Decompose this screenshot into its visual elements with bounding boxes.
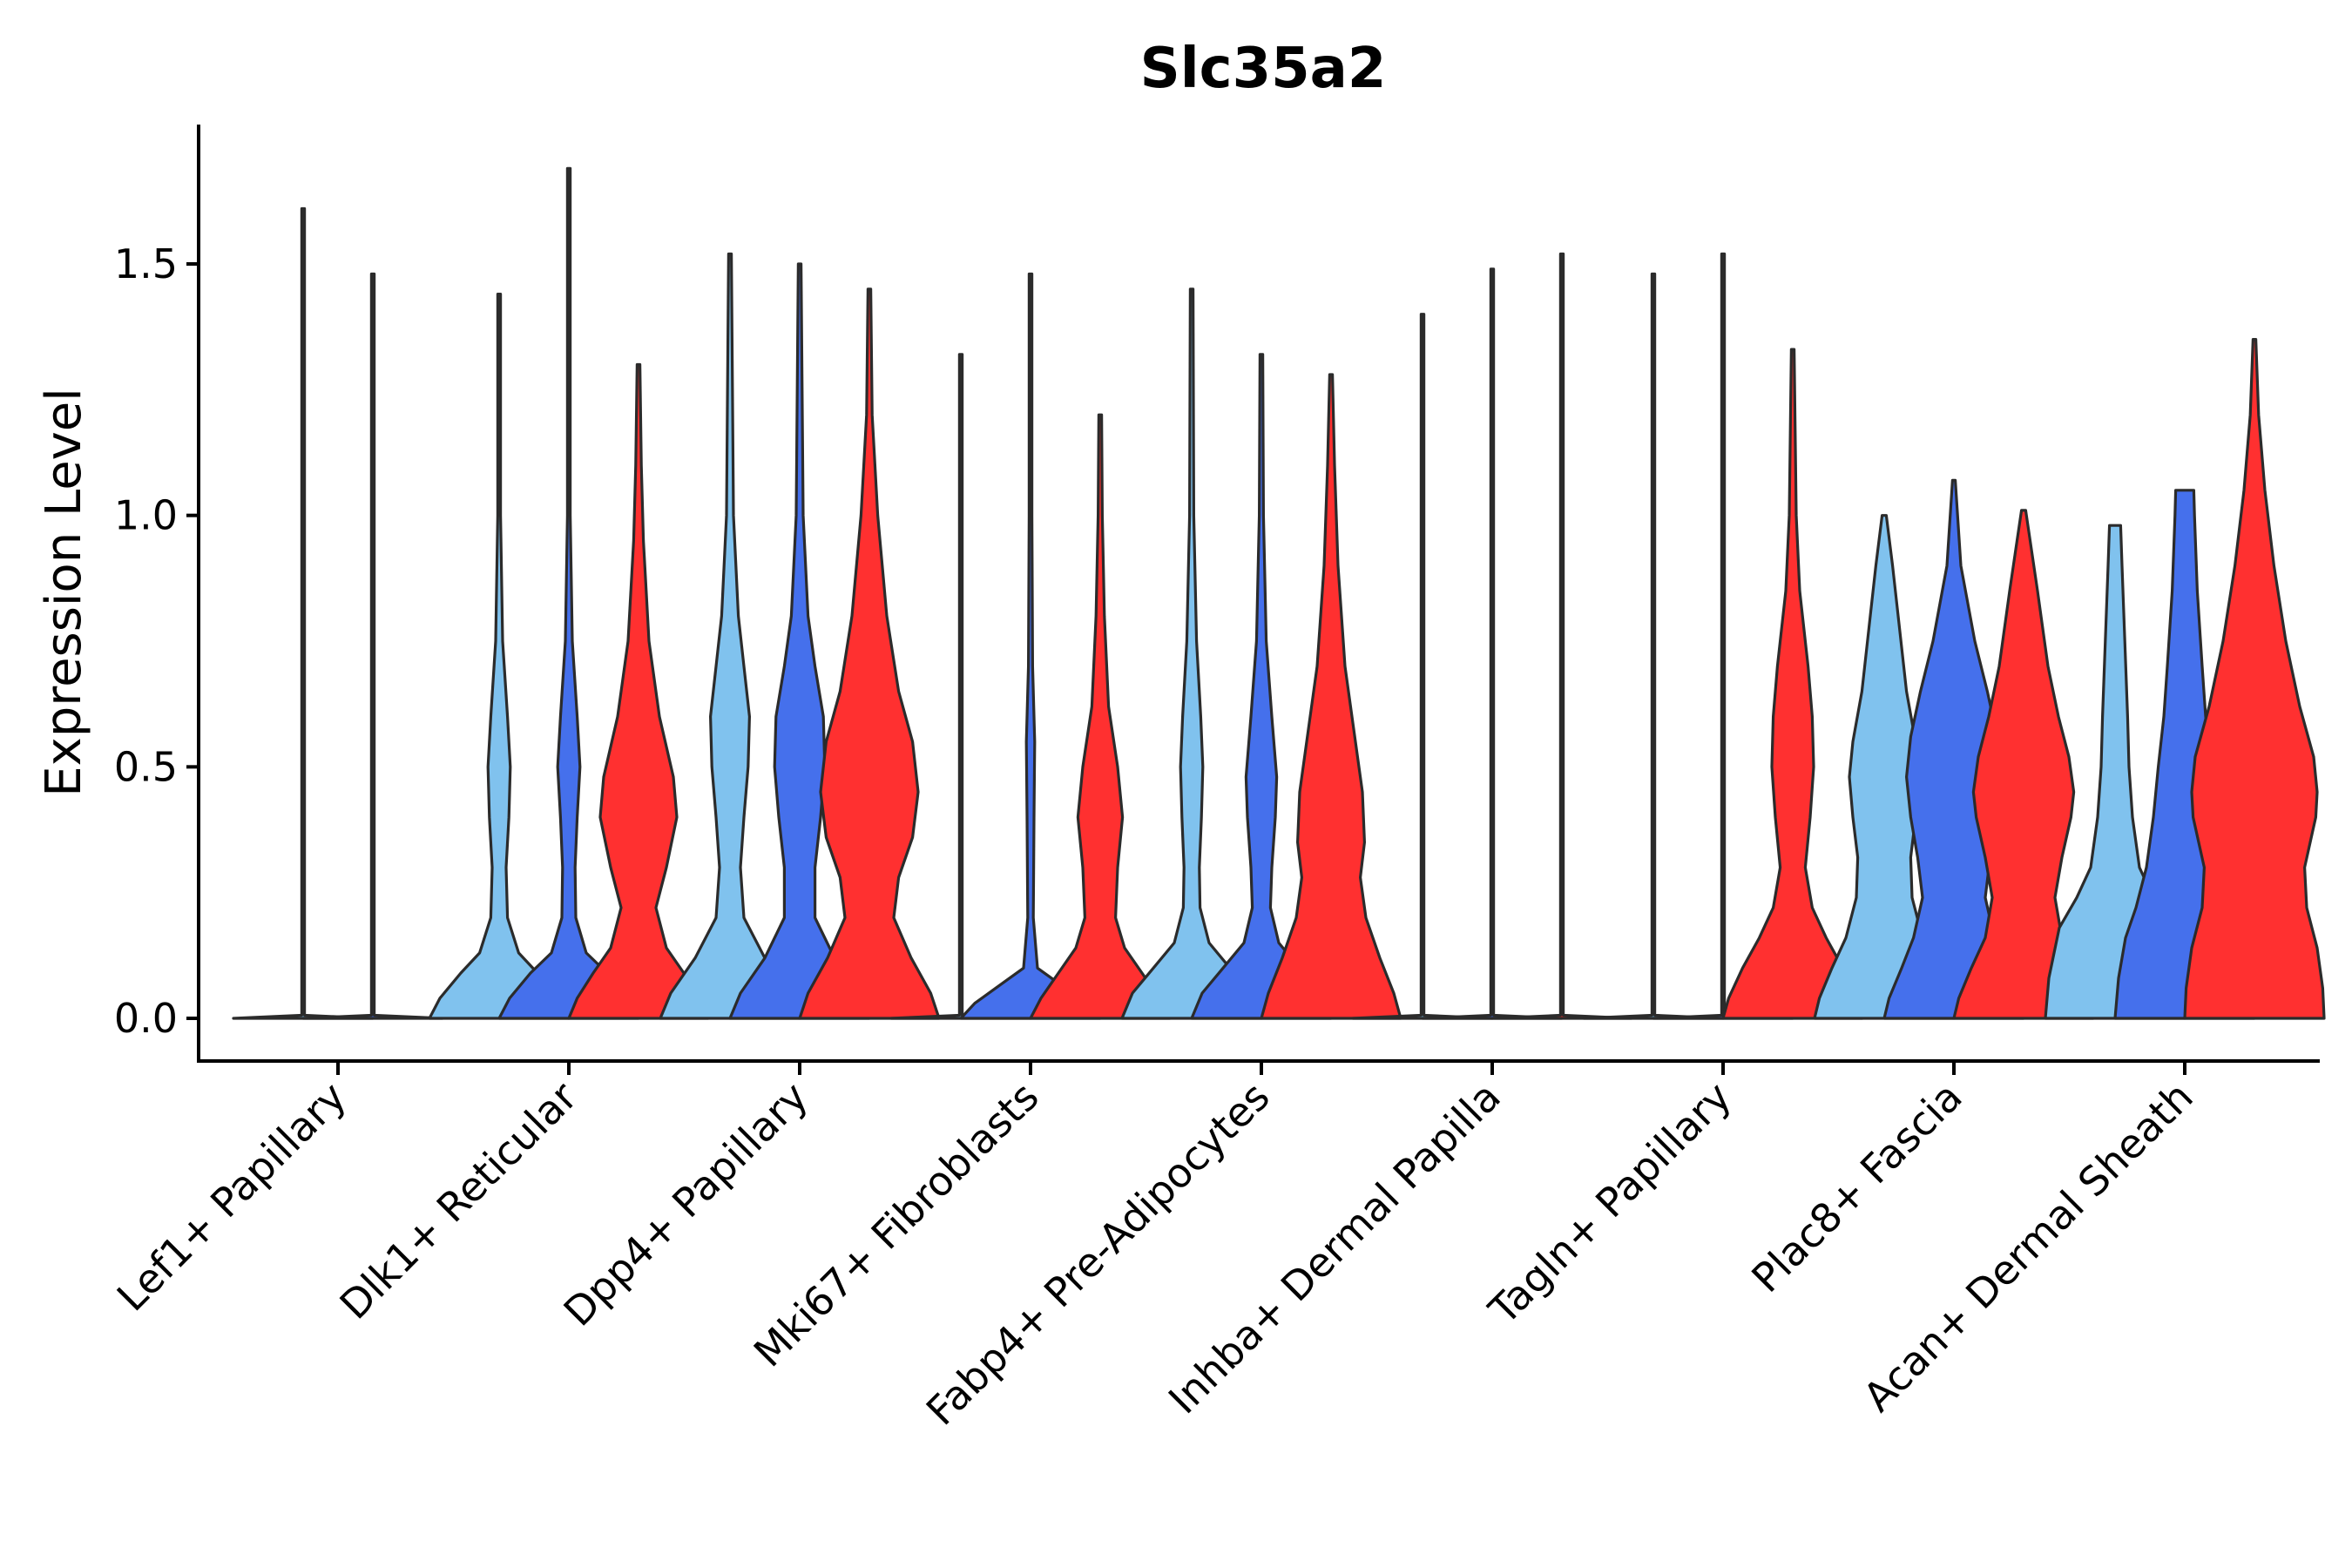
violin-3 — [1490, 252, 1633, 1020]
x-tick-label: Lef1+ Papillary — [108, 1073, 355, 1321]
violin-2 — [1882, 478, 2025, 1020]
violin-1 — [659, 252, 801, 1020]
violin-1 — [428, 293, 571, 1020]
x-tick-label: Tagln+ Papillary — [1479, 1073, 1740, 1335]
violin-2 — [301, 272, 444, 1020]
violin-1 — [889, 353, 1032, 1020]
y-tick-label: 1.5 — [114, 240, 178, 287]
violin-2 — [728, 262, 871, 1020]
y-axis-label: Expression Level — [36, 388, 92, 797]
violin-layer — [232, 166, 2326, 1020]
violin-2 — [1190, 353, 1333, 1020]
violin-1 — [232, 206, 375, 1020]
violin-1 — [1120, 287, 1263, 1020]
y-tick-label: 1.0 — [114, 492, 178, 539]
x-tick-label: Plac8+ Fascia — [1742, 1073, 1970, 1301]
violin-2 — [959, 272, 1102, 1020]
violin-3 — [2183, 338, 2326, 1020]
violin-3 — [1952, 509, 2095, 1020]
violin-2 — [497, 166, 640, 1020]
violin-1 — [1582, 272, 1725, 1020]
violin-2 — [1421, 267, 1564, 1020]
chart-title: Slc35a2 — [1140, 37, 1387, 101]
violin-3 — [1721, 348, 1864, 1020]
y-tick-label: 0.0 — [114, 995, 178, 1042]
violin-1 — [1351, 313, 1494, 1020]
x-tick-label: Dlk1+ Reticular — [331, 1073, 586, 1328]
violin-3 — [1029, 413, 1172, 1020]
y-axis-ticks: 0.0 0.5 1.0 1.5 — [114, 240, 199, 1042]
violin-3 — [798, 287, 941, 1020]
violin-3 — [1260, 373, 1402, 1020]
y-tick-label: 0.5 — [114, 743, 178, 790]
x-tick-label: Dpp4+ Papillary — [555, 1073, 817, 1335]
violin-1 — [1813, 514, 1956, 1020]
violin-3 — [567, 362, 710, 1020]
violin-2 — [1652, 252, 1794, 1020]
